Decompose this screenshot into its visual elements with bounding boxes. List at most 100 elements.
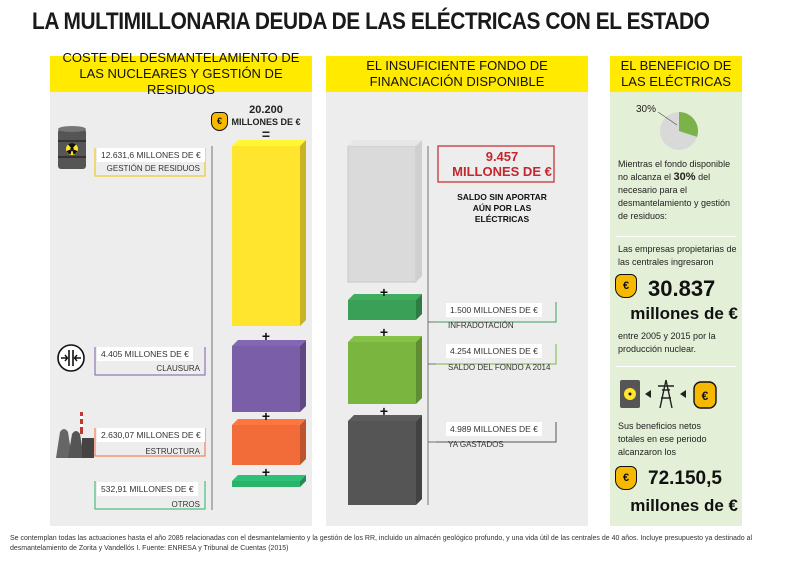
gap-desc: SALDO SIN APORTAR AÚN POR LAS ELÉCTRICAS <box>457 192 547 224</box>
bar-residuos-side <box>300 140 306 326</box>
bar-otros-face <box>232 481 300 487</box>
bar-estructura-side <box>300 419 306 465</box>
total-equals: = <box>261 126 271 142</box>
profit-value: 72.150,5 <box>648 468 722 489</box>
cost-plus-3: + <box>261 464 271 480</box>
gastados-name: YA GASTADOS <box>448 440 504 449</box>
gastados-value: 4.989 MILLONES DE € <box>446 422 542 436</box>
bar-otros-side <box>300 475 306 487</box>
side-text-1a: Mientras el fondo disponible no alcanza … <box>618 159 731 182</box>
cost-plus-2: + <box>261 408 271 424</box>
fund-plus-1: + <box>379 284 389 300</box>
bar-infradotacion <box>348 294 422 320</box>
fund-header: EL INSUFICIENTE FONDO DE FINANCIACIÓN DI… <box>326 56 588 92</box>
divider-2 <box>616 366 736 367</box>
otros-name: OTROS <box>171 500 200 509</box>
bar-sin-aportar-top <box>348 140 422 146</box>
money-bag-icon: € <box>211 112 228 131</box>
nuclear-plant-icon <box>56 412 94 458</box>
fund-plus-2: + <box>379 324 389 340</box>
gap-value: 9.457 <box>485 149 519 164</box>
side-text-1b: 30% <box>673 171 696 183</box>
pie-chart <box>658 111 698 150</box>
bar-residuos-face <box>232 146 300 326</box>
profit-unit: millones de € <box>630 496 738 515</box>
bar-sin-aportar-face <box>347 145 417 283</box>
bar-ya-gastados-face <box>348 421 416 505</box>
fund-plus-3: + <box>379 403 389 419</box>
cost-connector-3 <box>94 481 206 510</box>
cost-connector-2 <box>94 428 206 457</box>
bar-infradotacion-side <box>416 294 422 320</box>
bar-infradotacion-top <box>348 294 422 300</box>
cost-header: COSTE DEL DESMANTELAMIENTO DE LAS NUCLEA… <box>50 50 312 97</box>
total-unit: MILLONES DE € <box>231 117 301 127</box>
estructura-value: 2.630,07 MILLONES DE € <box>97 428 205 442</box>
cost-header-text: COSTE DEL DESMANTELAMIENTO DE LAS NUCLEA… <box>62 50 300 97</box>
cost-connector-0 <box>94 148 206 177</box>
bar-saldo-fondo <box>348 336 422 404</box>
clausura-value: 4.405 MILLONES DE € <box>97 347 193 361</box>
cost-connector-1 <box>94 347 206 376</box>
side-text-1c: del necesario para el desmantelamiento y… <box>618 172 731 221</box>
saldo-name: SALDO DEL FONDO A 2014 <box>448 363 551 372</box>
residuos-value: 12.631,6 MILLONES DE € <box>97 148 205 162</box>
closure-icon <box>57 344 85 372</box>
bar-saldo-fondo-top <box>348 336 422 342</box>
residuos-name: GESTIÓN DE RESIDUOS <box>106 164 200 173</box>
bar-saldo-fondo-side <box>416 336 422 404</box>
pie-leader <box>658 111 678 126</box>
side-text-2: Las empresas propietarias de las central… <box>618 244 737 267</box>
waste-barrel-icon <box>58 126 86 169</box>
bar-clausura-face <box>232 346 300 412</box>
fund-connector-2 <box>436 422 557 443</box>
benefit-header: EL BENEFICIO DE LAS ELÉCTRICAS <box>610 56 742 92</box>
infra-name: INFRADOTACIÓN <box>448 321 514 330</box>
money-bag-icon-profit: € <box>615 466 637 490</box>
fund-header-text: EL INSUFICIENTE FONDO DE FINANCIACIÓN DI… <box>366 58 548 89</box>
fund-connector-0 <box>436 302 557 323</box>
bar-estructura-face <box>232 425 300 465</box>
side-text-1: Mientras el fondo disponible no alcanza … <box>618 158 736 223</box>
total-value: 20.200 <box>249 104 283 116</box>
income-value: 30.837 <box>648 276 716 301</box>
income-unit: millones de € <box>630 304 738 323</box>
gap-unit: MILLONES DE € <box>452 164 552 179</box>
bar-infradotacion-face <box>348 300 416 320</box>
cost-plus-1: + <box>261 328 271 344</box>
divider-1 <box>616 236 736 237</box>
nuclear-to-money-icon: € <box>620 379 717 409</box>
clausura-name: CLAUSURA <box>156 364 200 373</box>
bar-ya-gastados-side <box>416 415 422 505</box>
bar-otros <box>232 475 306 487</box>
bar-ya-gastados-top <box>348 415 422 421</box>
page-title: LA MULTIMILLONARIA DEUDA DE LAS ELÉCTRIC… <box>32 8 710 35</box>
otros-value: 532,91 MILLONES DE € <box>97 482 198 496</box>
bar-estructura <box>232 419 306 465</box>
side-text-3: entre 2005 y 2015 por la producción nucl… <box>618 331 716 354</box>
fund-connector-1 <box>436 344 557 365</box>
bar-clausura-side <box>300 340 306 412</box>
gap-box <box>437 145 555 183</box>
svg-text:€: € <box>702 389 709 403</box>
bar-clausura <box>232 340 306 412</box>
side-text-4: Sus beneficios netos totales en ese peri… <box>618 421 707 457</box>
footer-note: Se contemplan todas las actuaciones hast… <box>10 535 753 552</box>
bar-residuos-top <box>232 140 306 146</box>
bar-saldo-fondo-face <box>348 342 416 404</box>
bar-clausura-top <box>232 340 306 346</box>
money-bag-icon-income: € <box>615 274 637 298</box>
bar-estructura-top <box>232 419 306 425</box>
infra-value: 1.500 MILLONES DE € <box>446 303 542 317</box>
pie-label: 30% <box>636 104 657 115</box>
benefit-header-text: EL BENEFICIO DE LAS ELÉCTRICAS <box>620 58 732 89</box>
bar-ya-gastados <box>348 415 422 505</box>
bar-sin-aportar <box>347 140 422 283</box>
bar-sin-aportar-side <box>416 140 422 282</box>
bar-otros-top <box>232 475 306 481</box>
bar-residuos <box>232 140 306 326</box>
saldo-value: 4.254 MILLONES DE € <box>446 344 542 358</box>
estructura-name: ESTRUCTURA <box>145 447 200 456</box>
pie-slice-fondo <box>679 112 698 137</box>
